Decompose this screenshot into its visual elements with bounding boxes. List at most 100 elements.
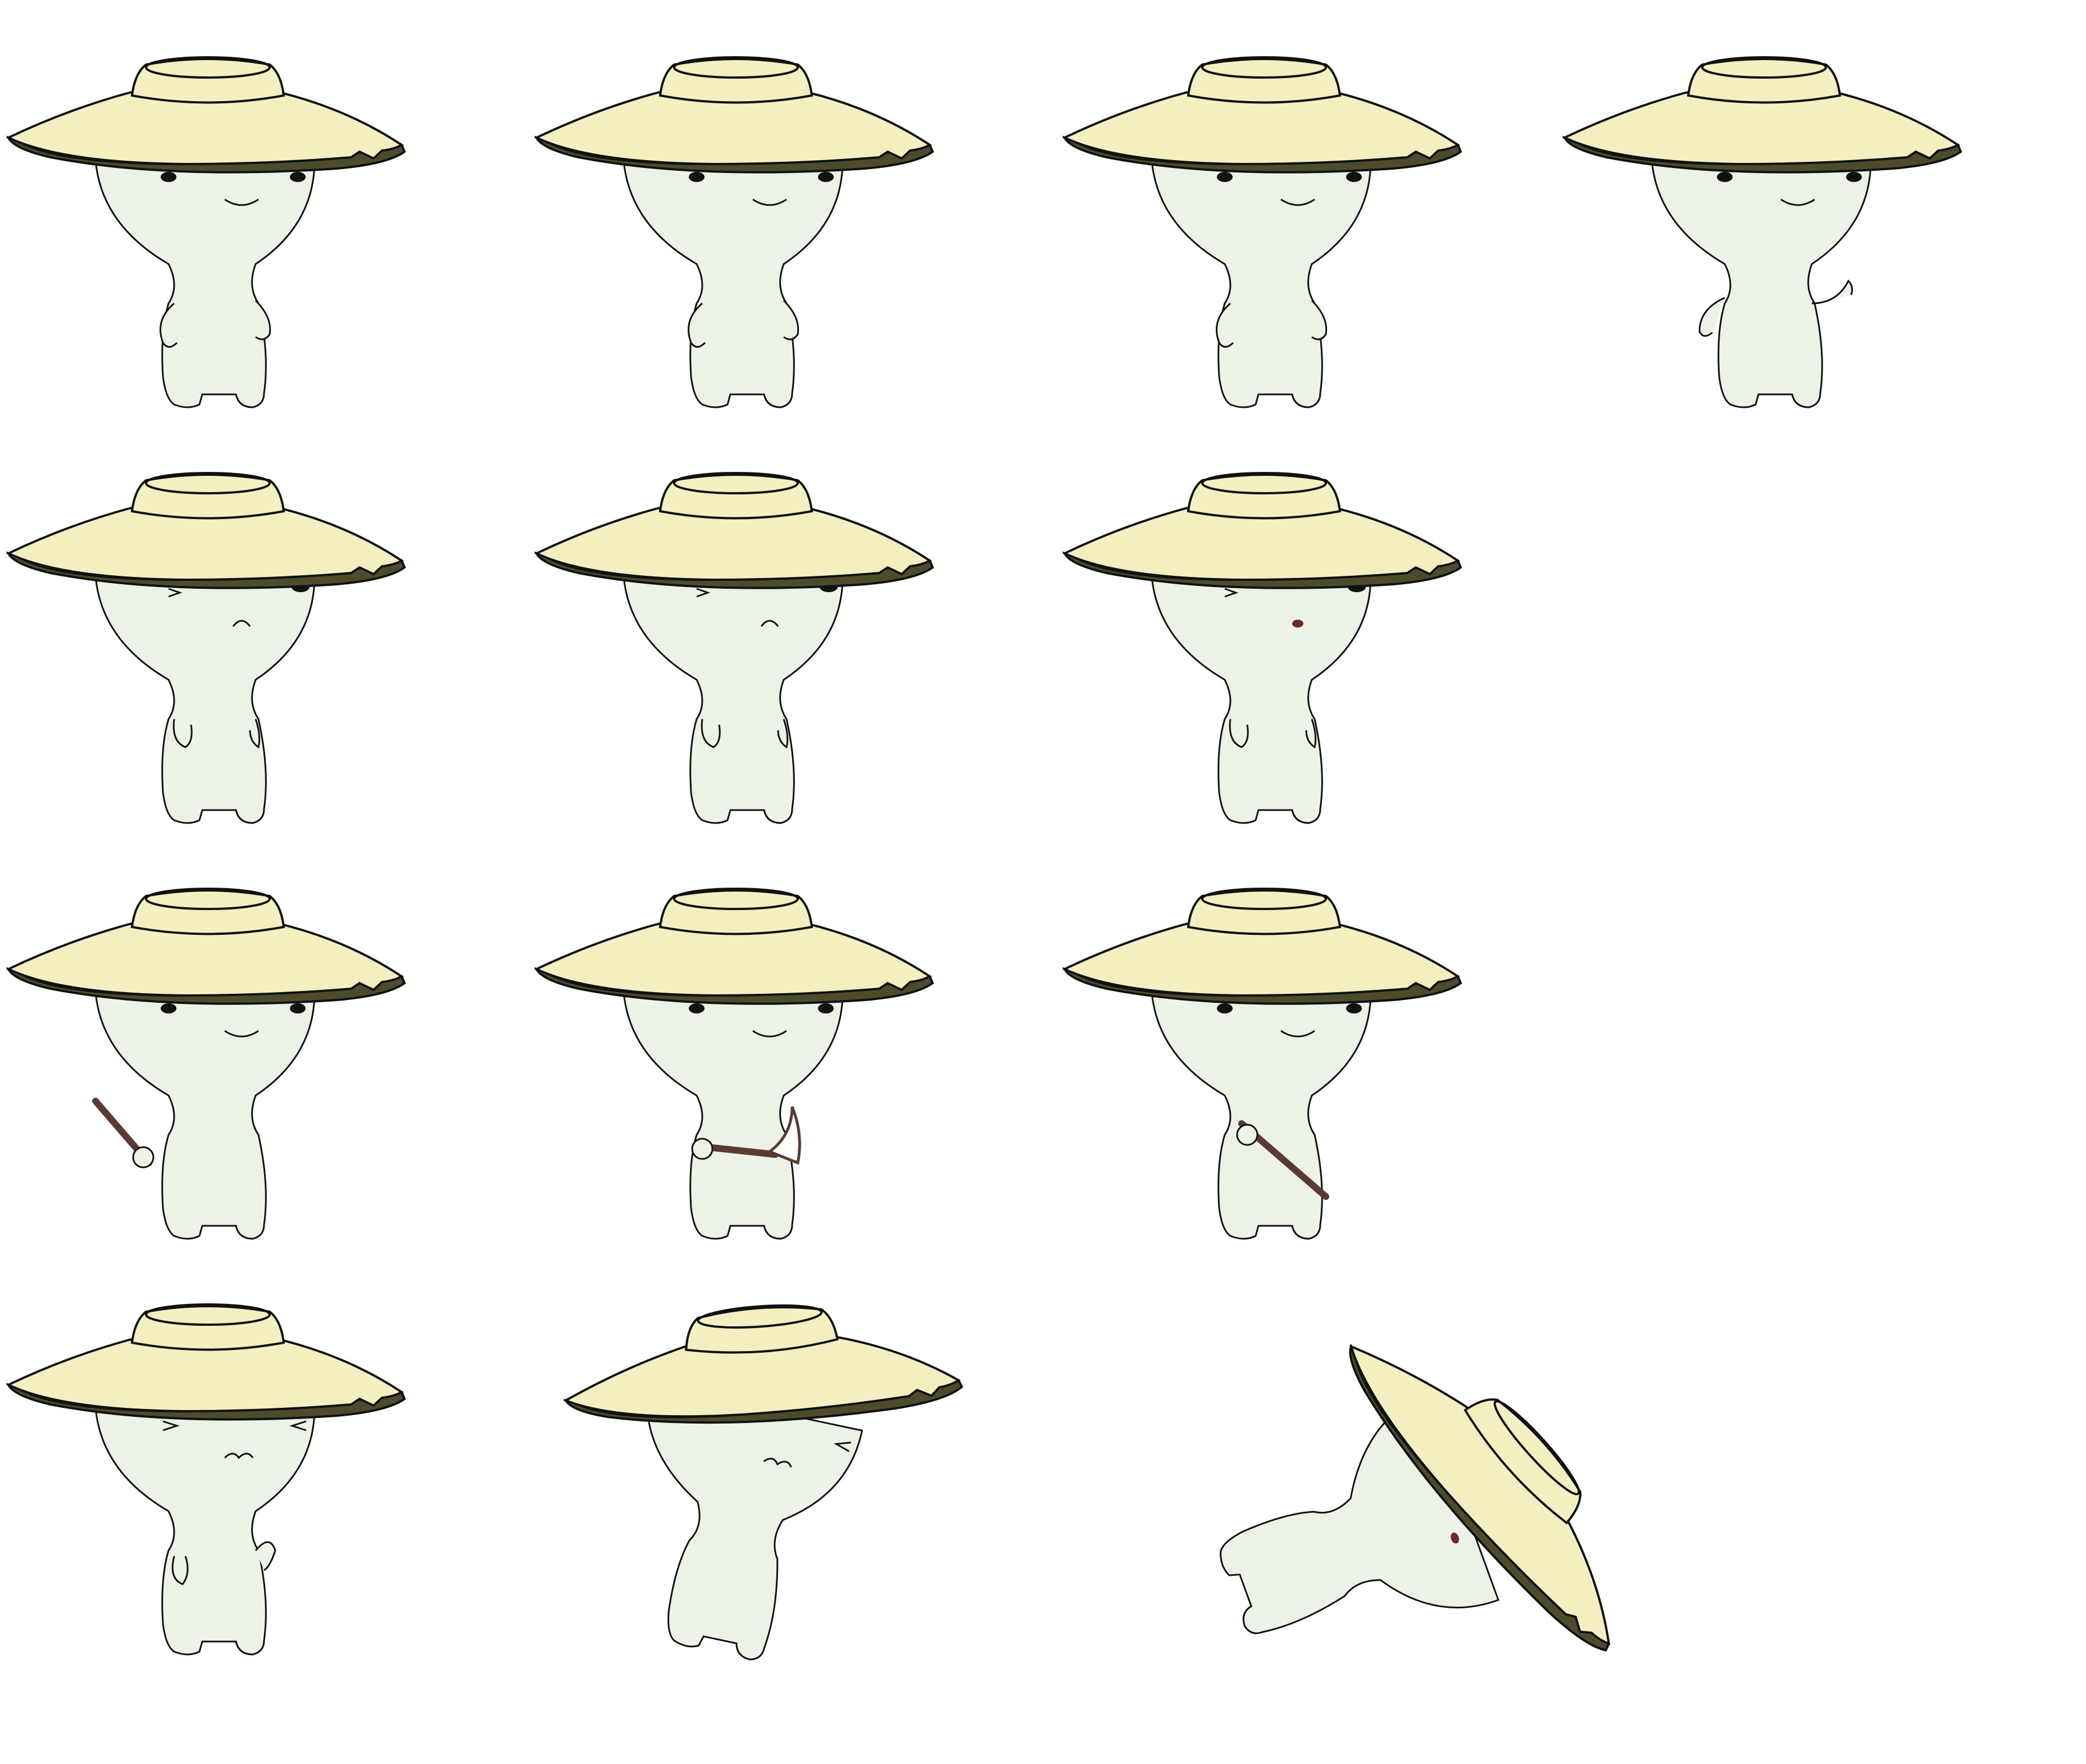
body-outline <box>1152 160 1371 407</box>
body-outline <box>624 992 843 1239</box>
sprite-canvas <box>528 39 955 444</box>
straw-hat-icon <box>560 1293 964 1435</box>
spirit-body <box>597 1385 862 1672</box>
sprite-frame-attack-3 <box>1056 871 1483 1275</box>
sprite-canvas <box>528 455 955 860</box>
spirit-body <box>96 1407 315 1654</box>
hat-crown <box>660 475 812 519</box>
sprite-canvas <box>1556 39 1983 444</box>
character <box>1157 1242 1691 1764</box>
spirit-body <box>96 160 315 407</box>
left-eye <box>161 1003 176 1013</box>
spirit-body <box>96 992 315 1239</box>
hand <box>692 1139 712 1159</box>
sprite-canvas <box>1056 871 1483 1275</box>
straw-hat-icon <box>1565 57 1961 172</box>
sprite-frame-hurt-2 <box>528 1286 955 1691</box>
hat-crown <box>660 890 812 934</box>
hat-crown <box>1188 475 1340 519</box>
right-eye <box>1846 172 1862 182</box>
spirit-body <box>1152 992 1371 1239</box>
left-arm <box>161 303 178 347</box>
right-arm <box>256 301 270 339</box>
left-eye <box>1217 1003 1233 1013</box>
sprite-canvas <box>1056 39 1483 444</box>
spirit-body <box>624 576 843 823</box>
sprite-frame-worried-2 <box>528 455 955 860</box>
straw-hat-icon <box>8 473 405 588</box>
straw-hat-icon <box>8 1304 405 1420</box>
character <box>8 57 405 407</box>
body-outline <box>1152 992 1371 1239</box>
left-eye <box>689 172 705 182</box>
left-eye <box>161 172 176 182</box>
sprite-frame-idle-4 <box>1556 39 1983 444</box>
character <box>537 473 933 823</box>
spirit-body <box>624 160 843 407</box>
body-outline <box>96 160 315 407</box>
hand <box>1237 1125 1257 1145</box>
mouth <box>1292 620 1303 628</box>
hat-crown <box>1188 890 1340 934</box>
hat-crown <box>132 59 284 103</box>
straw-hat-icon <box>1065 889 1461 1004</box>
body-outline <box>96 576 315 823</box>
character <box>1565 57 1961 407</box>
sprite-canvas <box>528 871 955 1275</box>
body-outline <box>96 1407 315 1654</box>
spirit-body <box>1652 160 1871 407</box>
hat-crown <box>132 475 284 519</box>
left-arm <box>1217 303 1234 347</box>
hat-crown <box>1188 59 1340 103</box>
sprite-canvas <box>0 871 427 1275</box>
sprite-frame-worried-3 <box>1056 455 1483 860</box>
body-outline <box>96 992 315 1239</box>
right-eye <box>1346 1003 1362 1013</box>
sprite-frame-idle-1 <box>0 39 427 444</box>
straw-hat-icon <box>537 889 933 1004</box>
straw-hat-icon <box>537 57 933 172</box>
right-arm <box>784 301 798 339</box>
right-eye <box>818 1003 834 1013</box>
hat-crown <box>132 890 284 934</box>
right-eye <box>290 172 306 182</box>
sprite-frame-attack-2 <box>528 871 955 1275</box>
left-eye <box>1717 172 1733 182</box>
spirit-body <box>1152 160 1371 407</box>
character <box>1065 889 1461 1239</box>
left-eye <box>689 1003 705 1013</box>
sprite-canvas <box>528 1286 955 1691</box>
character <box>8 1304 405 1654</box>
right-eye <box>1346 172 1362 182</box>
spirit-body <box>1152 576 1371 823</box>
straw-hat-icon <box>1065 473 1461 588</box>
character <box>1065 473 1461 823</box>
sprite-frame-worried-1 <box>0 455 427 860</box>
left-arm <box>689 303 706 347</box>
sprite-canvas <box>0 39 427 444</box>
sprite-canvas <box>1056 455 1483 860</box>
sprite-canvas <box>0 1286 427 1691</box>
character <box>8 889 405 1239</box>
body-outline <box>624 576 843 823</box>
character <box>1065 57 1461 407</box>
character <box>537 889 933 1239</box>
character <box>499 1213 987 1692</box>
body-outline <box>1152 576 1371 823</box>
left-eye <box>1217 172 1233 182</box>
right-arm <box>1812 281 1852 303</box>
sprite-frame-hurt-3 <box>1056 1286 1483 1691</box>
straw-hat-icon <box>8 889 405 1004</box>
hat-crown <box>1688 59 1840 103</box>
body-outline <box>597 1385 862 1672</box>
hat-crown <box>660 59 812 103</box>
sprite-frame-attack-1 <box>0 871 427 1275</box>
right-eye <box>290 1003 306 1013</box>
straw-hat-icon <box>537 473 933 588</box>
straw-hat-icon <box>1065 57 1461 172</box>
body-outline <box>1652 160 1871 407</box>
right-eye <box>818 172 834 182</box>
straw-hat-icon <box>8 57 405 172</box>
sickle-icon <box>96 1101 153 1167</box>
